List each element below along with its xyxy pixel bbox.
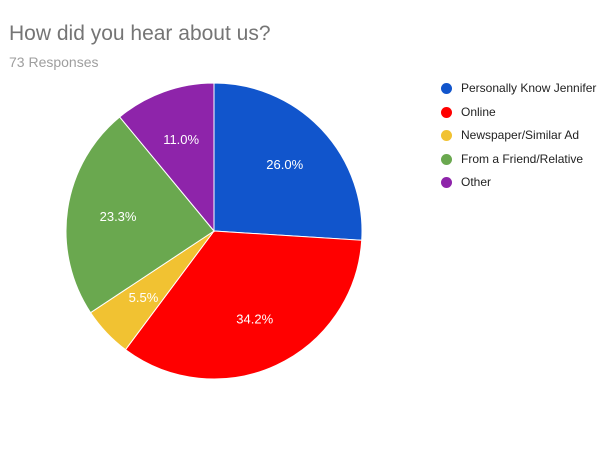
chart-title: How did you hear about us? [9,22,271,45]
legend-label: Online [461,104,496,119]
legend-swatch-icon [441,106,452,118]
pie-slice-0[interactable] [213,82,363,241]
slice-data-label: 26.0% [266,157,303,172]
pie-slice-4[interactable] [118,82,215,233]
chart-legend: Personally Know Jennifer Online Newspaper/… [441,80,613,198]
legend-item[interactable]: Other [441,174,613,198]
legend-label: Other [461,175,492,189]
legend-item[interactable]: Newspaper/Similar Ad [441,127,613,151]
response-count: 73 Responses [9,54,99,70]
legend-item[interactable]: Personally Know Jennifer [441,80,613,104]
legend-label: Personally Know Jennifer [461,81,597,95]
slice-data-label: 11.0% [163,132,199,147]
legend-swatch-icon [441,83,452,94]
legend-swatch-icon [441,153,452,165]
slice-data-label: 23.3% [100,209,137,224]
legend-item[interactable]: From a Friend/Relative [441,151,613,175]
legend-swatch-icon [441,177,452,188]
legend-item[interactable]: Online [441,104,613,128]
pie-slice-3[interactable] [65,116,215,314]
legend-label: From a Friend/Relative [461,151,584,166]
legend-label: Newspaper/Similar Ad [461,128,580,142]
pie-slice-1[interactable] [124,230,363,380]
legend-swatch-icon [441,130,452,141]
slice-data-label: 34.2% [236,312,273,327]
slice-data-label: 5.5% [129,290,159,305]
